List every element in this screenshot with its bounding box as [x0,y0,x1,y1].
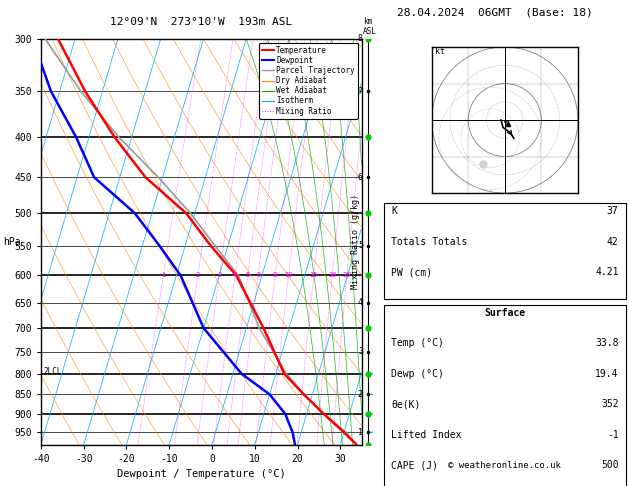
Text: 10: 10 [284,273,292,278]
Text: 5: 5 [358,241,363,250]
Text: 500: 500 [601,460,618,470]
Text: Totals Totals: Totals Totals [391,237,467,247]
Text: km
ASL: km ASL [363,17,377,36]
X-axis label: Dewpoint / Temperature (°C): Dewpoint / Temperature (°C) [117,469,286,479]
Text: PW (cm): PW (cm) [391,267,432,278]
Text: 8: 8 [358,35,363,43]
Text: 6: 6 [256,273,260,278]
Text: 3: 3 [358,347,363,356]
Text: -1: -1 [607,430,618,440]
Text: 6: 6 [358,173,363,182]
Text: 19.4: 19.4 [595,369,618,379]
Text: 42: 42 [607,237,618,247]
Text: CAPE (J): CAPE (J) [391,460,438,470]
Text: 28.04.2024  06GMT  (Base: 18): 28.04.2024 06GMT (Base: 18) [398,7,593,17]
Bar [384,203,626,298]
Text: Lifted Index: Lifted Index [391,430,462,440]
Text: 4: 4 [233,273,237,278]
Legend: Temperature, Dewpoint, Parcel Trajectory, Dry Adiabat, Wet Adiabat, Isotherm, Mi: Temperature, Dewpoint, Parcel Trajectory… [259,43,358,119]
Text: 2: 2 [196,273,200,278]
Text: 352: 352 [601,399,618,409]
Text: Temp (°C): Temp (°C) [391,338,444,348]
Text: 25: 25 [343,273,351,278]
Text: 5: 5 [245,273,250,278]
Text: Mixing Ratio (g/kg): Mixing Ratio (g/kg) [351,194,360,289]
Text: θe(K): θe(K) [391,399,420,409]
Text: 1: 1 [358,428,363,437]
Bar [384,305,626,486]
Text: 4: 4 [358,298,363,307]
Text: 8: 8 [273,273,277,278]
Text: 15: 15 [309,273,318,278]
Text: 7: 7 [358,87,363,96]
Text: 12°09'N  273°10'W  193m ASL: 12°09'N 273°10'W 193m ASL [110,17,292,27]
Text: 2LCL: 2LCL [43,367,62,376]
Text: © weatheronline.co.uk: © weatheronline.co.uk [448,461,561,470]
Text: kt: kt [435,47,445,56]
Text: ☟: ☟ [481,164,486,173]
Text: 4.21: 4.21 [595,267,618,278]
Text: Surface: Surface [484,308,525,318]
Text: 20: 20 [328,273,337,278]
Text: hPa: hPa [3,237,21,247]
Text: 33.8: 33.8 [595,338,618,348]
Text: 3: 3 [217,273,221,278]
Text: K: K [391,207,397,216]
Text: 37: 37 [607,207,618,216]
Text: Dewp (°C): Dewp (°C) [391,369,444,379]
Text: 2: 2 [358,390,363,399]
Text: 1: 1 [161,273,165,278]
